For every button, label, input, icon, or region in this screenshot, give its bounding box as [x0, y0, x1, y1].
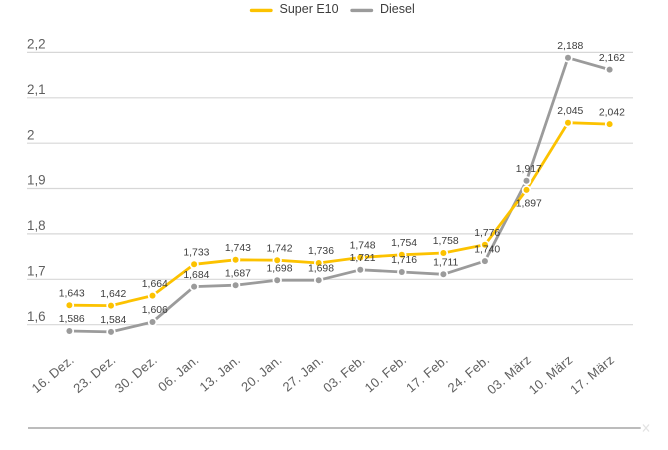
svg-text:17. März: 17. März — [567, 352, 617, 397]
svg-text:1,733: 1,733 — [183, 248, 209, 259]
svg-text:30. Dez.: 30. Dez. — [112, 352, 160, 396]
svg-text:10. März: 10. März — [526, 352, 576, 397]
svg-text:1,716: 1,716 — [391, 255, 417, 266]
svg-text:1,897: 1,897 — [516, 198, 542, 209]
svg-text:1,606: 1,606 — [142, 305, 168, 316]
svg-text:1,740: 1,740 — [474, 244, 500, 255]
svg-text:24. Feb.: 24. Feb. — [445, 352, 493, 395]
svg-text:1,758: 1,758 — [433, 236, 459, 247]
svg-text:03. März: 03. März — [484, 352, 534, 397]
svg-text:2,042: 2,042 — [599, 107, 625, 118]
svg-text:Super E10: Super E10 — [280, 2, 339, 16]
svg-text:1,9: 1,9 — [27, 173, 46, 188]
svg-text:1,742: 1,742 — [266, 243, 292, 254]
svg-text:1,776: 1,776 — [474, 228, 500, 239]
svg-text:16. Dez.: 16. Dez. — [29, 352, 77, 396]
svg-text:1,643: 1,643 — [59, 288, 85, 299]
svg-text:1,917: 1,917 — [516, 164, 542, 175]
svg-text:1,586: 1,586 — [59, 314, 85, 325]
svg-text:2,045: 2,045 — [557, 106, 583, 117]
svg-text:1,7: 1,7 — [27, 263, 46, 278]
svg-text:1,711: 1,711 — [433, 258, 458, 269]
svg-text:1,754: 1,754 — [391, 238, 417, 249]
svg-text:1,748: 1,748 — [350, 241, 376, 252]
svg-text:1,687: 1,687 — [225, 268, 251, 279]
svg-text:2,188: 2,188 — [557, 41, 583, 52]
svg-text:10. Feb.: 10. Feb. — [362, 352, 410, 395]
svg-text:1,684: 1,684 — [183, 270, 209, 281]
svg-text:13. Jan.: 13. Jan. — [197, 352, 244, 395]
svg-text:1,721: 1,721 — [350, 253, 376, 264]
svg-text:1,736: 1,736 — [308, 246, 334, 257]
svg-text:2,162: 2,162 — [599, 53, 625, 64]
svg-text:1,642: 1,642 — [100, 289, 126, 300]
svg-text:06. Jan.: 06. Jan. — [155, 352, 202, 395]
svg-text:2: 2 — [27, 127, 34, 142]
svg-text:17. Feb.: 17. Feb. — [403, 352, 451, 395]
svg-text:1,698: 1,698 — [266, 263, 292, 274]
svg-text:1,6: 1,6 — [27, 309, 46, 324]
svg-text:2,2: 2,2 — [27, 37, 46, 52]
svg-text:1,8: 1,8 — [27, 218, 46, 233]
svg-text:1,584: 1,584 — [100, 315, 126, 326]
svg-text:2,1: 2,1 — [27, 82, 46, 97]
svg-text:1,698: 1,698 — [308, 263, 334, 274]
svg-text:27. Jan.: 27. Jan. — [280, 352, 327, 395]
svg-text:1,743: 1,743 — [225, 243, 251, 254]
svg-text:1,664: 1,664 — [142, 279, 168, 290]
svg-text:23. Dez.: 23. Dez. — [70, 352, 118, 396]
svg-text:03. Feb.: 03. Feb. — [320, 352, 368, 395]
svg-text:Diesel: Diesel — [380, 2, 415, 16]
svg-text:20. Jan.: 20. Jan. — [238, 352, 285, 395]
